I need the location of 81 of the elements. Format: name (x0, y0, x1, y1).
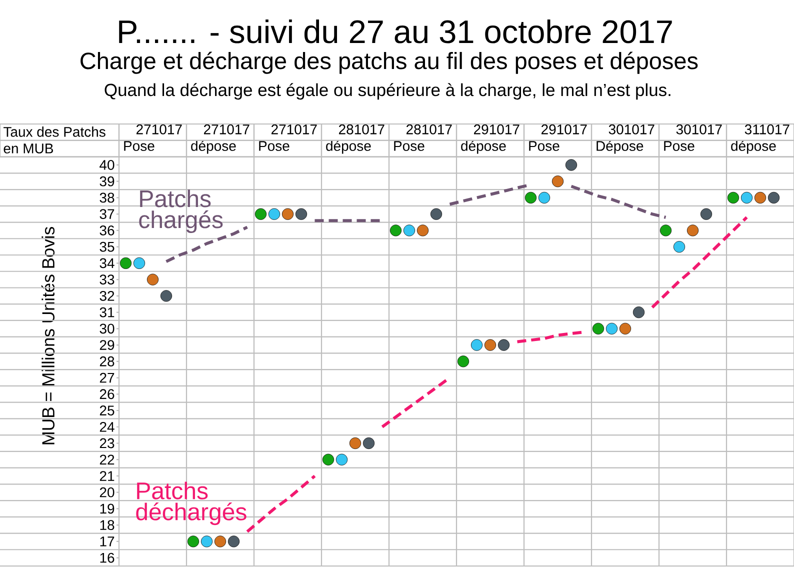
chart-title: P....... - suivi du 27 au 31 octobre 2017 (119, 19, 672, 44)
point (390, 224, 402, 236)
y-tick-label: 20 (100, 487, 114, 498)
point (200, 536, 213, 548)
point (524, 192, 537, 204)
y-tick-label: 30 (100, 324, 114, 334)
y-tick-label: 37 (100, 209, 114, 220)
point (254, 208, 267, 220)
y-tick-label: 19 (100, 504, 114, 514)
point (268, 208, 280, 220)
point (740, 192, 753, 204)
point (430, 208, 442, 220)
point (349, 437, 362, 450)
y-tick-label: 35 (100, 242, 114, 252)
point (362, 437, 375, 450)
y-tick-label: 17 (100, 536, 114, 546)
point (403, 224, 416, 236)
x-tick-label: 301017 Dépose (596, 124, 654, 154)
point (686, 224, 699, 236)
text: Quand la décharge est égale ou supérieure à la charge, le mal n’est plus. (104, 83, 670, 100)
x-tick-label: 311017 dépose (731, 124, 790, 154)
y-tick-label: 33 (100, 274, 114, 285)
point (133, 257, 146, 269)
y-tick-label: 16 (100, 552, 114, 563)
point (470, 339, 483, 351)
point (228, 536, 240, 548)
y-tick-label: 29 (100, 340, 114, 350)
point (160, 290, 172, 302)
point (295, 208, 308, 220)
point (700, 208, 712, 220)
point (120, 257, 132, 269)
point (606, 322, 618, 334)
point (673, 241, 686, 253)
point (660, 224, 672, 236)
y-tick-label: 32 (100, 290, 114, 301)
chart-subtitle: Charge et décharge des patchs au fil des poses et déposes (80, 52, 698, 74)
point (754, 192, 766, 204)
y-tick-label: 25 (100, 406, 114, 416)
point (146, 274, 159, 286)
point (632, 306, 645, 318)
x-tick-label: 271017 Pose (259, 124, 317, 151)
point (727, 192, 740, 204)
text: Taux des Patchs en MUB (4, 126, 106, 154)
y-tick-label: 40 (100, 160, 114, 170)
y-tick-label: 39 (100, 176, 114, 186)
point (282, 208, 294, 220)
point (552, 176, 564, 188)
y-tick-label: 18 (100, 520, 114, 530)
y-tick-label: 23 (100, 438, 114, 448)
y-tick-label: 28 (100, 356, 114, 366)
point (498, 339, 510, 351)
point (336, 454, 348, 466)
x-tick-label: 291017 Pose (529, 124, 587, 151)
y-tick-label: 36 (100, 225, 114, 236)
x-tick-label: 291017 dépose (461, 124, 520, 154)
point (768, 192, 780, 204)
point (565, 159, 578, 171)
point (187, 536, 200, 548)
y-tick-label: 24 (100, 422, 114, 432)
point (619, 322, 632, 334)
y-tick-label: 22 (100, 454, 114, 464)
point (484, 339, 496, 351)
point (592, 322, 604, 334)
y-tick-label: 27 (100, 372, 114, 383)
y-tick-label: 26 (100, 389, 114, 400)
point (457, 356, 470, 368)
point (214, 536, 226, 548)
series-label: Patchs déchargés (136, 482, 246, 526)
point (416, 224, 429, 236)
series-label: Patchs chargés (139, 190, 223, 234)
y-tick-label: 34 (100, 258, 114, 268)
x-tick-label: 271017 dépose (191, 124, 250, 154)
y-tick-label: 38 (100, 192, 114, 203)
y-tick-label: 31 (100, 307, 114, 318)
point (322, 454, 334, 466)
x-tick-label: 281017 Pose (394, 124, 452, 151)
x-tick-label: 281017 dépose (326, 124, 384, 154)
x-tick-label: 301017 Pose (664, 124, 722, 151)
x-tick-label: 271017 Pose (124, 124, 182, 151)
point (538, 192, 550, 204)
y-tick-label: 21 (100, 471, 114, 481)
